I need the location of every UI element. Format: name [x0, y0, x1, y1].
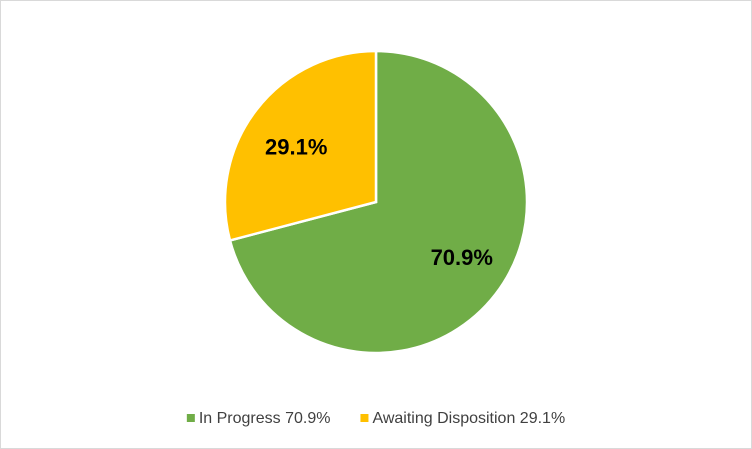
legend: In Progress 70.9% Awaiting Disposition 29…: [186, 410, 565, 427]
pie-slice: [228, 49, 529, 355]
legend-swatch: [186, 414, 195, 422]
legend-label: In Progress 70.9%: [199, 410, 331, 427]
legend-label: Awaiting Disposition 29.1%: [372, 410, 565, 427]
data-label: 29.1%: [265, 135, 327, 160]
data-label: 70.9%: [431, 245, 493, 270]
legend-swatch: [360, 414, 369, 422]
pie-slice: [223, 49, 378, 242]
